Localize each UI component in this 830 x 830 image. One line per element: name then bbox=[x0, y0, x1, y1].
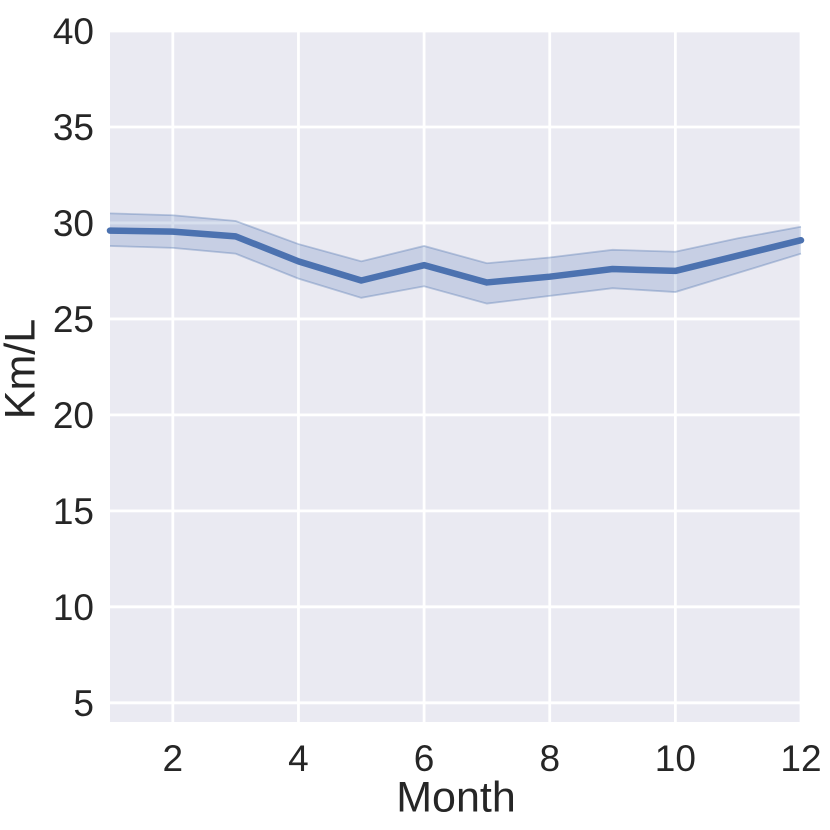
y-tick-label: 20 bbox=[53, 395, 94, 436]
confidence-band-lower-edge bbox=[109, 245, 802, 305]
x-tick-label: 12 bbox=[780, 738, 821, 779]
x-tick-label: 2 bbox=[163, 738, 184, 779]
x-tick-label: 6 bbox=[414, 738, 435, 779]
y-tick-label: 40 bbox=[53, 11, 94, 52]
x-tick-label: 8 bbox=[539, 738, 560, 779]
y-tick-label: 30 bbox=[53, 203, 94, 244]
x-tick-label: 4 bbox=[288, 738, 309, 779]
confidence-band-upper-edge bbox=[109, 212, 802, 265]
plot-background bbox=[110, 31, 801, 722]
y-tick-label: 25 bbox=[53, 299, 94, 340]
x-tick-label: 10 bbox=[655, 738, 696, 779]
y-axis-title: Km/L bbox=[0, 318, 45, 420]
y-tick-label: 10 bbox=[53, 587, 94, 628]
confidence-band bbox=[110, 213, 801, 304]
y-tick-label: 5 bbox=[73, 683, 94, 724]
x-axis-title: Month bbox=[396, 773, 516, 822]
y-tick-label: 15 bbox=[53, 491, 94, 532]
y-tick-label: 35 bbox=[53, 107, 94, 148]
mean-line bbox=[106, 227, 805, 286]
